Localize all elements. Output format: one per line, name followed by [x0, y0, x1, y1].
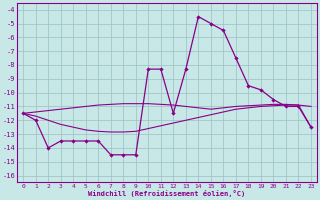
- X-axis label: Windchill (Refroidissement éolien,°C): Windchill (Refroidissement éolien,°C): [88, 190, 246, 197]
